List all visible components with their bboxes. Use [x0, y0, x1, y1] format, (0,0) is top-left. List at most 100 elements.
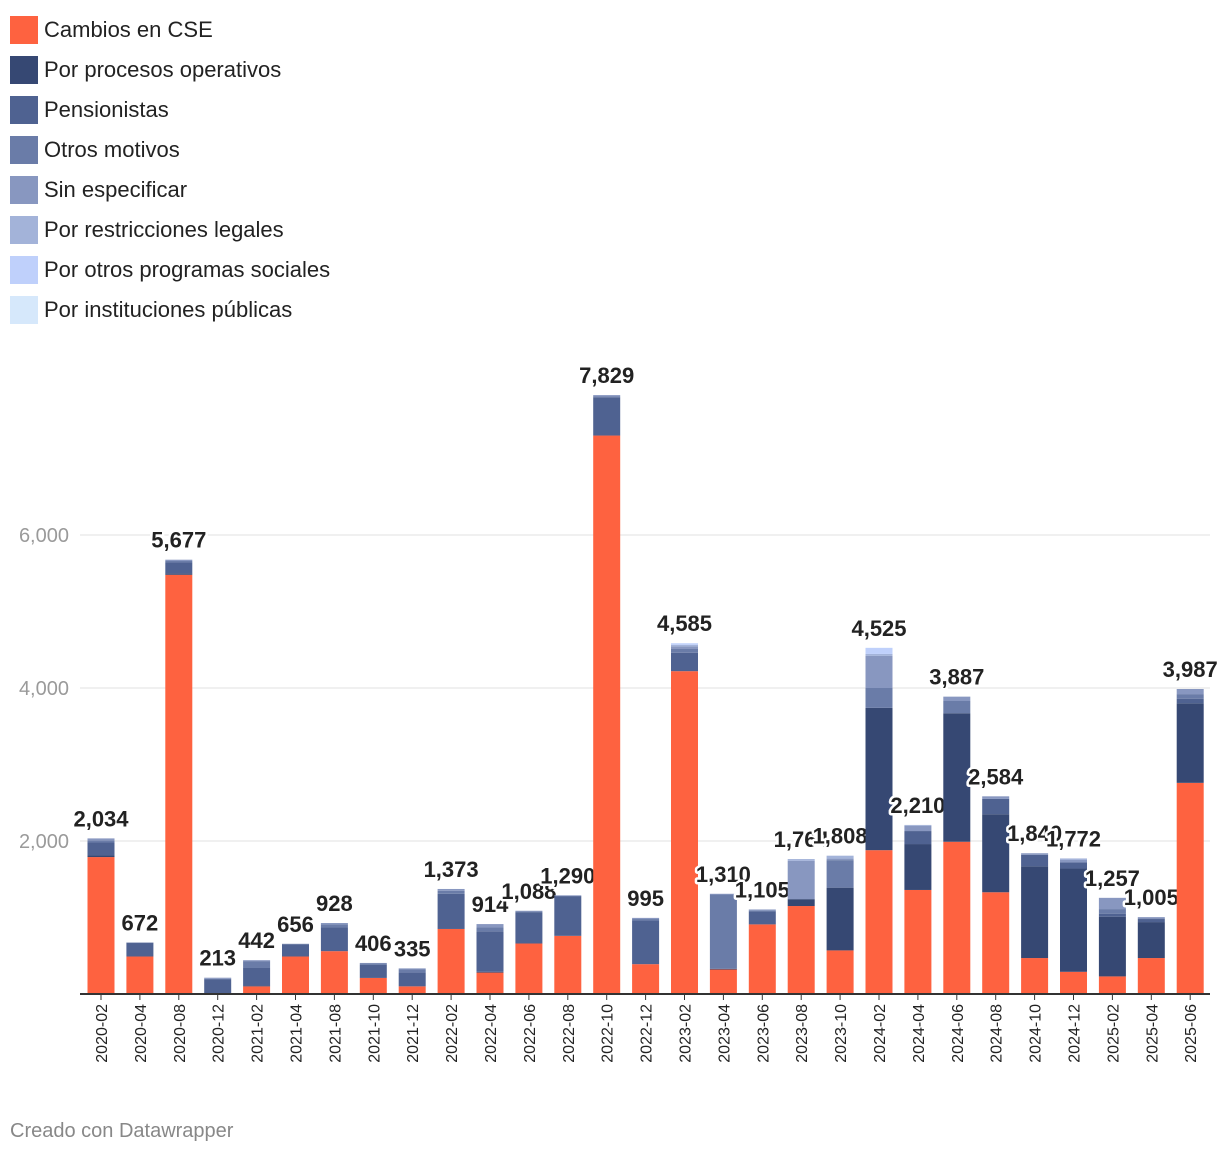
total-label: 1,257 — [1085, 866, 1140, 891]
x-tick-label: 2022-08 — [561, 1004, 578, 1063]
bar-segment — [515, 911, 543, 913]
bar-segment — [1060, 859, 1087, 863]
bar-segment — [904, 889, 932, 994]
bar-segment — [515, 912, 543, 944]
legend-label: Otros motivos — [44, 137, 180, 162]
bar-segment — [709, 893, 737, 895]
bar-segment — [1060, 858, 1087, 860]
bar-segment — [282, 944, 309, 957]
bar-segment — [87, 855, 115, 858]
total-label: 406 — [355, 931, 392, 956]
bar-segment — [671, 648, 698, 653]
bar-segment — [1060, 862, 1087, 869]
bar-segment — [904, 825, 932, 832]
bar-segment — [476, 971, 504, 973]
bar-segment — [709, 894, 737, 969]
bar-segment — [320, 951, 348, 994]
total-label: 995 — [627, 886, 664, 911]
x-tick-label: 2024-02 — [872, 1004, 889, 1063]
bar-segment — [165, 559, 193, 562]
legend-item: Por procesos operativos — [10, 50, 330, 90]
x-tick-label: 2022-10 — [600, 1004, 617, 1063]
bar-segment — [593, 435, 621, 994]
total-label: 335 — [394, 936, 431, 961]
bar-segment — [126, 956, 154, 994]
bar-segment — [671, 671, 698, 994]
total-label: 914 — [472, 892, 509, 917]
bar-segment — [1137, 919, 1165, 923]
bar-segment — [476, 931, 504, 972]
bar-segment — [165, 561, 193, 563]
legend-swatch — [10, 136, 38, 164]
bar-segment — [982, 796, 1010, 799]
legend-item: Por otros programas sociales — [10, 250, 330, 290]
bar-segment — [943, 713, 971, 842]
bar-chart: 2,000 4,000 6,000 2,034 2020-02 672 2020-04 5,6… — [18, 363, 1218, 1063]
bar-segment — [748, 924, 776, 994]
bar-segment — [1098, 897, 1126, 910]
bar-segment — [554, 896, 582, 936]
y-tick-label: 4,000 — [19, 678, 69, 700]
legend-swatch — [10, 16, 38, 44]
bar-segment — [359, 964, 387, 978]
bar-segment — [359, 977, 387, 994]
bar-segment — [1021, 854, 1049, 867]
bar-segment — [126, 942, 154, 944]
total-label: 3,887 — [929, 665, 984, 690]
total-label: 1,290 — [540, 863, 595, 888]
y-tick-label: 6,000 — [19, 525, 69, 547]
bar-segment — [1137, 922, 1165, 959]
bar-segment — [515, 943, 543, 994]
total-label: 1,105 — [735, 877, 790, 902]
bar-segment — [865, 655, 893, 688]
credit-text: Creado con Datawrapper — [10, 1120, 234, 1142]
bar-segment — [826, 860, 854, 888]
bar-segment — [476, 927, 504, 932]
legend-label: Pensionistas — [44, 97, 169, 122]
bar-segment — [982, 814, 1010, 893]
bar-segment — [1137, 918, 1165, 920]
bar-segment — [904, 824, 932, 826]
bar-segment — [826, 887, 854, 951]
bar-segment — [126, 942, 154, 957]
chart-legend: Cambios en CSE Por procesos operativos Pen… — [10, 10, 330, 330]
bar-segment — [476, 924, 504, 928]
bar-segment — [1137, 958, 1165, 994]
bar-segment — [1137, 917, 1165, 919]
bar-segment — [398, 972, 426, 987]
x-tick-label: 2020-02 — [94, 1004, 111, 1063]
bar-segment — [437, 890, 465, 894]
bar-segment — [1021, 853, 1049, 855]
legend-item: Por restricciones legales — [10, 210, 330, 250]
bar-segment — [243, 961, 271, 968]
x-tick-label: 2022-04 — [483, 1004, 500, 1063]
bar-segment — [437, 888, 465, 891]
x-tick-label: 2023-06 — [755, 1004, 772, 1063]
bar-segment — [904, 844, 932, 890]
bar-segment — [632, 917, 660, 920]
bar-segment — [982, 798, 1010, 815]
bar-segment — [748, 909, 776, 911]
legend-label: Por instituciones públicas — [44, 297, 293, 322]
bar-segment — [243, 985, 271, 987]
bar-segment — [593, 395, 621, 397]
total-label: 213 — [199, 946, 236, 971]
bar-segment — [982, 892, 1010, 994]
legend-swatch — [10, 56, 38, 84]
bar-segment — [398, 969, 426, 973]
bar-segment — [320, 923, 348, 925]
x-tick-label: 2020-08 — [172, 1004, 189, 1063]
bar-segment — [593, 396, 621, 398]
total-label: 1,764 — [774, 827, 830, 852]
total-label: 2,034 — [73, 806, 129, 831]
bar-segment — [632, 920, 660, 965]
legend-swatch — [10, 176, 38, 204]
total-label: 4,525 — [851, 616, 906, 641]
legend-label: Sin especificar — [44, 177, 188, 202]
bar-segment — [204, 977, 232, 979]
x-tick-label: 2024-04 — [911, 1004, 928, 1063]
bar-segment — [671, 646, 698, 649]
bar-segment — [865, 688, 893, 708]
total-label: 1,373 — [424, 857, 479, 882]
x-tick-label: 2025-02 — [1105, 1004, 1122, 1063]
